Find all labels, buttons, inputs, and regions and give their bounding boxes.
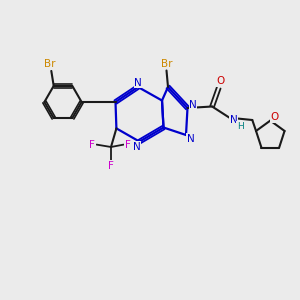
Text: H: H — [237, 122, 244, 131]
Text: N: N — [133, 142, 141, 152]
Text: N: N — [189, 100, 197, 110]
Text: Br: Br — [161, 59, 172, 69]
Text: Br: Br — [44, 59, 56, 69]
Text: N: N — [187, 134, 194, 144]
Text: O: O — [216, 76, 224, 86]
Text: O: O — [271, 112, 279, 122]
Text: F: F — [89, 140, 95, 150]
Text: F: F — [125, 140, 131, 150]
Text: N: N — [134, 77, 142, 88]
Text: N: N — [230, 115, 238, 125]
Text: F: F — [108, 160, 114, 171]
